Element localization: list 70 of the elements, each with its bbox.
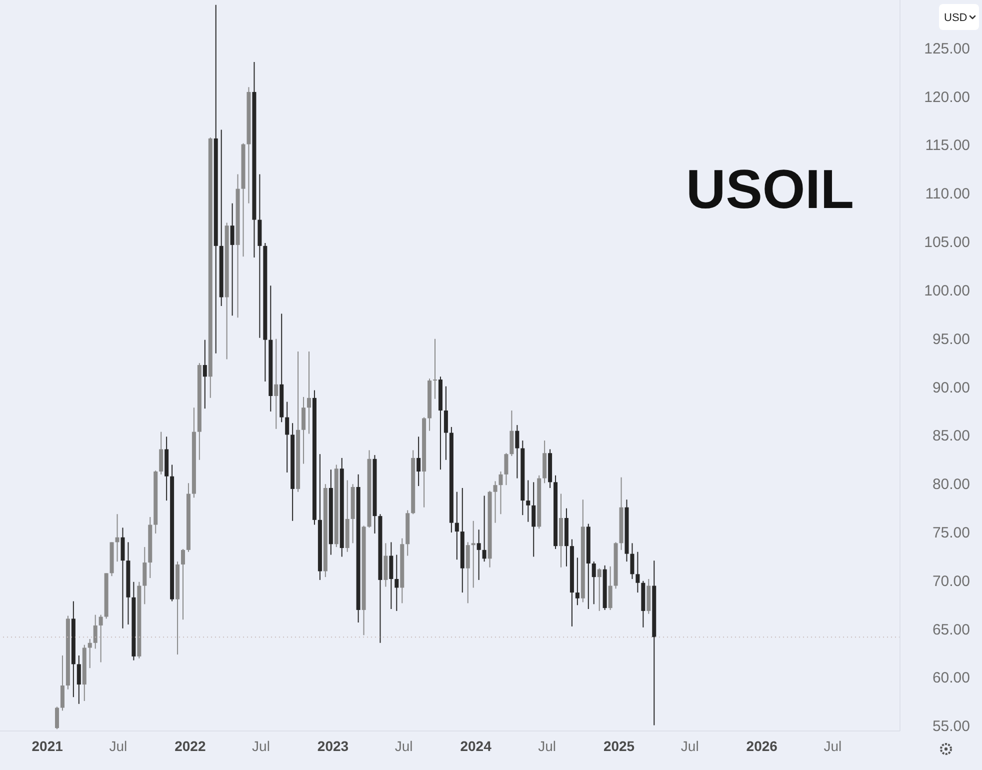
- y-tick-label: 105.00: [924, 234, 970, 252]
- x-tick-label: 2022: [174, 738, 206, 754]
- y-tick-label: 120.00: [924, 88, 970, 106]
- x-tick-label: 2026: [746, 738, 778, 754]
- y-tick-label: 60.00: [932, 670, 970, 687]
- candlestick: [181, 548, 185, 620]
- candlestick: [493, 480, 498, 524]
- candlestick: [498, 471, 503, 515]
- y-tick-label: 70.00: [932, 572, 970, 590]
- candlestick: [307, 350, 311, 434]
- candlestick: [202, 339, 207, 410]
- y-tick-label: 85.00: [932, 428, 970, 445]
- candlestick: [394, 554, 399, 612]
- x-tick-label: 2025: [603, 738, 635, 754]
- candlestick: [444, 386, 448, 460]
- candlestick: [93, 614, 98, 650]
- candlestick: [98, 614, 103, 663]
- y-tick-label: 55.00: [932, 718, 970, 736]
- candlestick: [55, 706, 59, 730]
- x-tick-label: 2021: [32, 738, 64, 754]
- y-tick-label: 80.00: [932, 476, 970, 494]
- candlestick: [230, 202, 234, 316]
- candlestick: [115, 514, 120, 562]
- candlestick: [416, 436, 421, 487]
- candlestick: [433, 338, 437, 400]
- y-axis-title: USD: [944, 12, 968, 24]
- candlestick: [285, 401, 290, 473]
- candlestick: [636, 551, 640, 594]
- candlestick: [142, 546, 147, 605]
- candlestick: [274, 338, 278, 430]
- candlestick: [597, 568, 602, 612]
- candlestick: [592, 561, 596, 605]
- candlestick: [532, 482, 536, 558]
- candlestick: [510, 410, 514, 457]
- y-tick-label: 90.00: [932, 379, 970, 396]
- candlestick: [454, 491, 459, 560]
- candlestick: [630, 542, 634, 580]
- candlestick: [389, 542, 394, 610]
- candlestick: [88, 638, 92, 669]
- dropdown-field: USD: [939, 4, 979, 30]
- candlestick: [120, 527, 125, 629]
- y-tick-label: 65.00: [932, 621, 970, 638]
- y-tick-label: 125.00: [924, 40, 970, 58]
- x-tick-label: 2024: [460, 738, 492, 754]
- text: USOIL: [686, 158, 854, 220]
- candlestick: [575, 557, 580, 606]
- y-tick-label: 110.00: [925, 186, 970, 203]
- x-tick-label: Jul: [824, 738, 842, 754]
- candlestick: [466, 542, 470, 604]
- x-tick-label: Jul: [394, 738, 413, 754]
- candlestick: [504, 452, 508, 486]
- candlestick: [482, 495, 486, 562]
- candlestick: [60, 654, 64, 712]
- candlestick: [471, 520, 476, 588]
- candlestick: [76, 654, 81, 704]
- candlestick: [608, 566, 612, 610]
- x-tick-label: Jul: [538, 738, 556, 754]
- x-tick-label: 2023: [317, 738, 349, 754]
- candlestick: [526, 480, 530, 522]
- x-tick-label: Jul: [109, 738, 128, 754]
- candlestick: [515, 424, 520, 479]
- x-tick-label: Jul: [680, 738, 699, 754]
- y-tick-label: 95.00: [932, 330, 970, 348]
- y-tick-label: 115.00: [925, 137, 970, 154]
- x-tick-label: Jul: [252, 738, 270, 754]
- candlestick: [159, 431, 164, 475]
- candlestick: [476, 529, 481, 580]
- candlestick: [302, 396, 306, 464]
- y-tick-label: 75.00: [932, 524, 970, 542]
- y-tick-label: 100.00: [924, 282, 970, 300]
